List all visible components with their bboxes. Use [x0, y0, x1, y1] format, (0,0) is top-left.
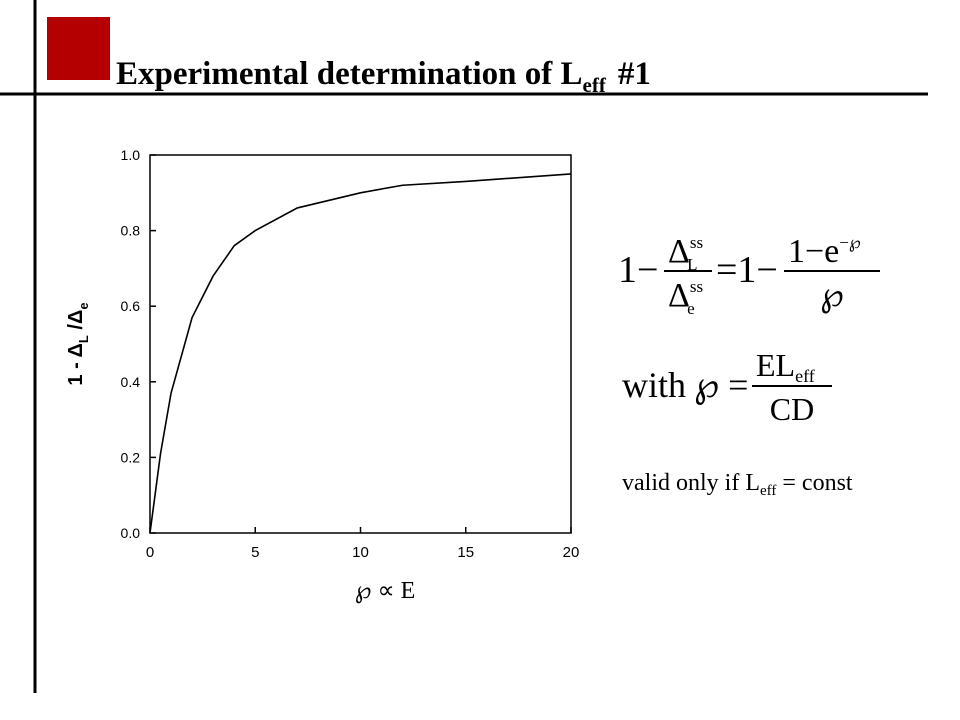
ylabel-sub: L	[76, 335, 91, 343]
plot-frame	[149, 154, 572, 534]
y-tick-label: 1.0	[121, 147, 141, 163]
eq-text: 1−	[618, 249, 658, 291]
eq-text: with	[622, 365, 686, 405]
x-tick-label: 20	[563, 544, 580, 561]
y-tick-label: 0.6	[121, 298, 141, 314]
ylabel-part: 1 - Δ	[65, 343, 87, 386]
x-tick-label: 0	[146, 544, 154, 561]
eq-frac-num: Δss L	[668, 233, 703, 274]
y-tick-label: 0.2	[121, 449, 141, 465]
note-subscript: eff	[760, 483, 776, 499]
y-tick-label: 0.4	[121, 374, 141, 390]
ylabel-sub: e	[76, 302, 91, 309]
note-text: valid only if L	[622, 470, 760, 496]
y-tick-label: 0.0	[121, 525, 141, 541]
chart: ℘ ∝ E 1 - ΔL /Δe 0.0 0.2 0.4 0.6 0.8 1.0 0 5 10 1…	[65, 147, 579, 604]
x-tick-label: 15	[457, 544, 474, 561]
eq-sub: e	[687, 299, 695, 318]
slide-title: Experimental determination of Leff #1	[116, 56, 651, 97]
eq-text: Δ	[668, 233, 690, 270]
title-subscript: eff	[583, 73, 607, 97]
eq-sub: L	[687, 255, 697, 274]
eq-text: 1−e	[788, 233, 839, 270]
eq-sup: −℘	[839, 233, 861, 252]
eq-text: ℘	[820, 277, 844, 314]
eq-text: Δ	[668, 277, 690, 314]
eq-frac-num: 1−e−℘	[788, 233, 861, 270]
x-tick-label: 10	[352, 544, 369, 561]
eq-frac-num: ELeff	[756, 347, 815, 386]
ylabel-part: /Δ	[65, 310, 87, 336]
note-text: = const	[782, 470, 853, 496]
x-axis-label: ℘ ∝ E	[355, 578, 416, 604]
eq-text: ℘ =	[694, 365, 748, 405]
eq-text: =1−	[716, 249, 778, 291]
x-tick-label: 5	[251, 544, 259, 561]
eq-frac-den: Δss e	[668, 277, 703, 318]
validity-note: valid only if Leff = const	[622, 470, 853, 499]
equation-1: 1− Δss L Δss e =1− 1−e−℘ ℘	[618, 233, 880, 318]
title-after: #1	[618, 56, 651, 92]
eq-text: CD	[770, 391, 814, 427]
data-line	[149, 173, 572, 534]
title-text: Experimental determination of L	[116, 56, 583, 92]
equation-2: with ℘ = ELeff CD	[622, 347, 832, 427]
eq-sup: ss	[690, 277, 703, 296]
title-square	[47, 17, 110, 80]
eq-text: EL	[756, 347, 795, 383]
eq-sup: ss	[690, 233, 703, 252]
y-tick-label: 0.8	[121, 223, 141, 239]
eq-sub: eff	[795, 366, 815, 386]
y-axis-label: 1 - ΔL /Δe	[65, 302, 91, 385]
